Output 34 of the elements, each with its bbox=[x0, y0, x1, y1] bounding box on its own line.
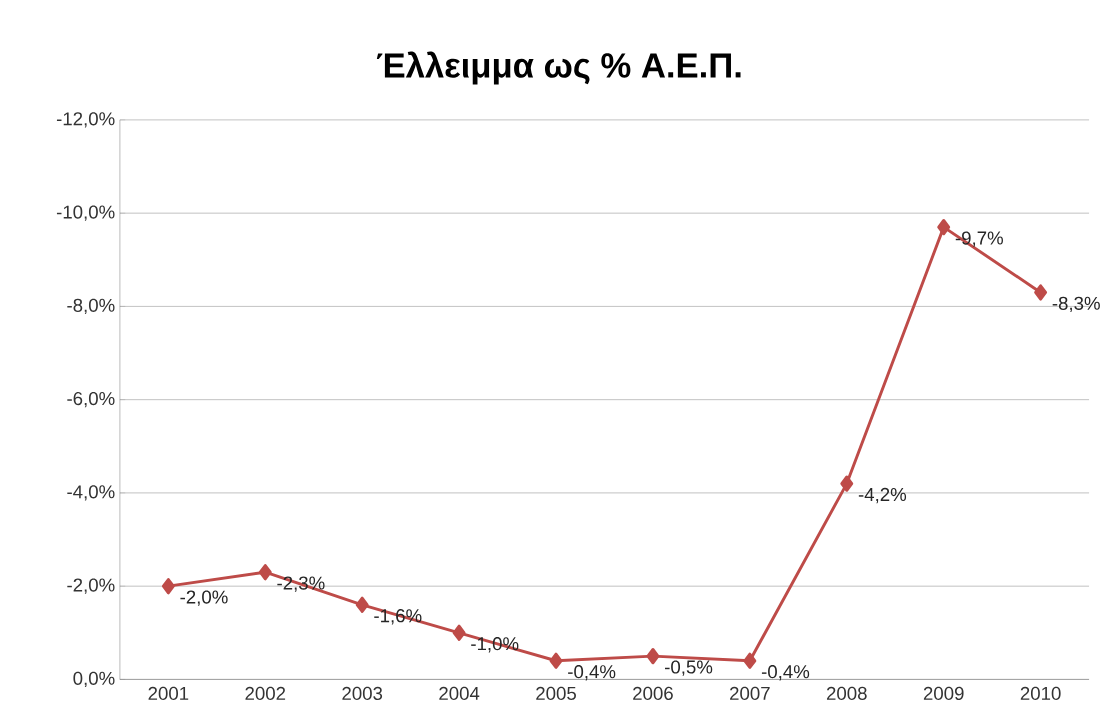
data-label: -2,0% bbox=[180, 590, 228, 606]
y-tick-label: -12,0% bbox=[56, 111, 115, 128]
y-tick-label: -8,0% bbox=[67, 298, 115, 314]
x-tick-label: 2005 bbox=[536, 686, 576, 700]
point bbox=[1034, 284, 1048, 301]
data-label: -8,3% bbox=[1052, 296, 1100, 312]
y-tick-label: 0,0% bbox=[73, 671, 115, 687]
x-tick-label: 2002 bbox=[245, 686, 286, 700]
x-tick-label: 2008 bbox=[826, 686, 867, 700]
data-label: -4,2% bbox=[858, 487, 907, 504]
x-tick-label: 2007 bbox=[730, 686, 770, 700]
y-tick-label: -4,0% bbox=[67, 485, 115, 501]
point bbox=[452, 624, 466, 641]
point bbox=[355, 596, 369, 613]
x-tick-label: 2001 bbox=[148, 686, 189, 700]
point bbox=[937, 218, 951, 236]
y-tick-label: -10,0% bbox=[56, 205, 115, 221]
y-tick-label: -6,0% bbox=[67, 391, 115, 408]
point bbox=[258, 563, 272, 581]
point bbox=[840, 475, 854, 492]
data-label: -0,5% bbox=[665, 660, 713, 676]
x-tick-label: 2006 bbox=[633, 686, 673, 700]
point bbox=[161, 577, 175, 595]
x-tick-label: 2010 bbox=[1020, 686, 1061, 700]
data-label: -0,4% bbox=[568, 664, 616, 681]
y-tick-label: -2,0% bbox=[67, 578, 115, 594]
point bbox=[743, 652, 757, 669]
point bbox=[549, 652, 563, 669]
x-tick-label: 2003 bbox=[342, 686, 383, 700]
chart-title: Έλλειμμα ως % Α.Ε.Π. bbox=[376, 51, 741, 85]
data-label: -0,4% bbox=[761, 664, 810, 681]
x-tick-label: 2004 bbox=[439, 686, 480, 700]
x-tick-label: 2009 bbox=[923, 686, 964, 700]
point bbox=[646, 647, 660, 665]
